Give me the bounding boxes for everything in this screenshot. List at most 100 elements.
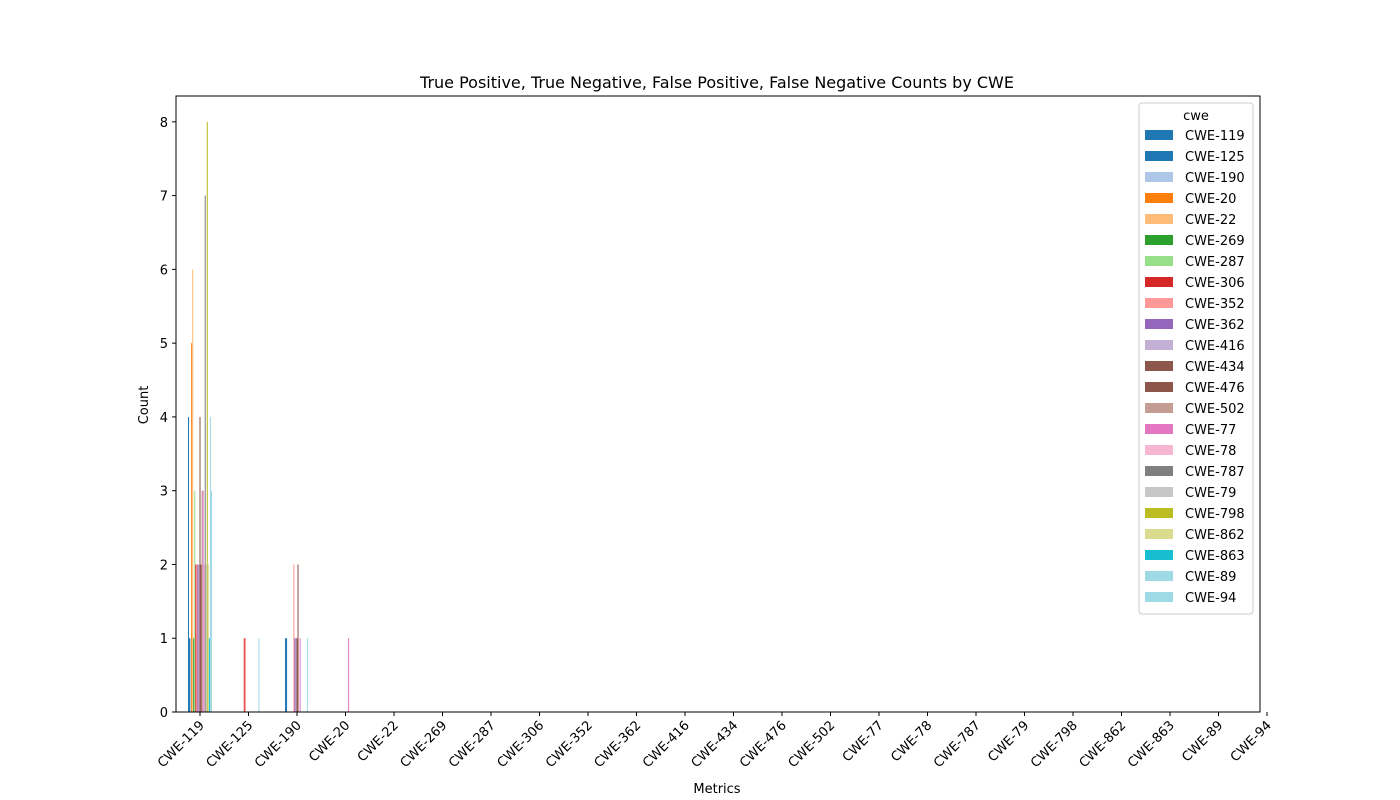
bar [193,638,195,712]
x-tick-label: CWE-502 [786,718,839,771]
chart-title: True Positive, True Negative, False Posi… [419,73,1014,92]
bar [299,638,301,712]
x-tick-label: CWE-190 [252,718,305,771]
bar [198,564,200,712]
x-tick-label: CWE-863 [1125,718,1178,771]
x-tick-label: CWE-94 [1228,718,1275,765]
legend-swatch [1145,319,1173,329]
bar [205,564,207,712]
bar [210,490,212,712]
legend-swatch [1145,193,1173,203]
legend-label: CWE-287 [1185,255,1245,270]
legend-swatch [1145,550,1173,560]
legend-swatch [1145,424,1173,434]
legend-label: CWE-362 [1185,318,1245,333]
bars-group [188,121,350,713]
bar [208,638,210,712]
y-tick-label: 2 [160,558,168,573]
legend-label: CWE-306 [1185,276,1245,291]
bar [258,638,260,712]
y-tick-label: 6 [160,263,168,278]
bar [348,638,350,712]
bar [192,269,194,712]
x-tick-label: CWE-416 [640,718,693,771]
bar [243,638,245,712]
bar [189,638,191,712]
bar [294,638,296,712]
x-tick-label: CWE-20 [306,718,353,765]
bar [197,564,199,712]
bar [209,416,211,712]
legend-label: CWE-22 [1185,213,1236,228]
legend-label: CWE-434 [1185,360,1245,375]
legend-swatch [1145,592,1173,602]
legend-label: CWE-94 [1185,591,1236,606]
plot-frame [175,95,1261,713]
legend-label: CWE-119 [1185,129,1245,144]
legend-swatch [1145,529,1173,539]
legend-swatch [1145,571,1173,581]
legend-swatch [1145,214,1173,224]
y-tick-label: 7 [160,190,168,205]
legend-label: CWE-125 [1185,150,1245,165]
legend-swatch [1145,466,1173,476]
legend-label: CWE-476 [1185,381,1245,396]
legend-frame [1138,102,1254,615]
legend-swatch [1145,235,1173,245]
x-tick-label: CWE-22 [355,718,402,765]
legend-swatch [1145,151,1173,161]
bar [200,564,202,712]
legend-swatch [1145,340,1173,350]
y-tick-label: 4 [160,411,168,426]
y-axis-label: Count [137,386,152,425]
bar [297,564,299,712]
y-tick-label: 1 [160,632,168,647]
x-tick-label: CWE-78 [888,718,935,765]
bar [201,490,203,712]
legend-swatch [1145,172,1173,182]
legend: cwe CWE-119 CWE-125 CWE-190 CWE-20 CWE-22 CWE-… [1138,102,1254,615]
y-tick-label: 0 [160,706,168,721]
bar [207,564,209,712]
legend-swatch [1145,277,1173,287]
x-tick-label: CWE-79 [985,718,1032,765]
legend-label: CWE-787 [1185,465,1245,480]
bar [244,638,246,712]
legend-label: CWE-20 [1185,192,1236,207]
legend-swatch [1145,487,1173,497]
y-tick-label: 5 [160,337,168,352]
x-tick-label: CWE-787 [931,718,984,771]
legend-label: CWE-863 [1185,549,1245,564]
legend-label: CWE-79 [1185,486,1236,501]
x-tick-label: CWE-89 [1179,718,1226,765]
x-axis-label: Metrics [693,782,740,797]
legend-swatch [1145,382,1173,392]
legend-title: cwe [1183,109,1209,124]
bar [306,638,308,712]
bar [191,343,193,712]
x-tick-label: CWE-119 [155,718,208,771]
bar [190,638,192,712]
x-tick-label: CWE-269 [398,718,451,771]
bar [295,638,297,712]
bar [286,638,288,712]
bar [285,638,287,712]
legend-swatch [1145,445,1173,455]
x-tick-label: CWE-287 [446,718,499,771]
x-tick-label: CWE-476 [737,718,790,771]
legend-label: CWE-78 [1185,444,1236,459]
legend-swatch [1145,130,1173,140]
x-tick-label: CWE-352 [543,718,596,771]
x-tick-label: CWE-306 [495,718,548,771]
bar [196,564,198,712]
x-tick-label: CWE-798 [1028,718,1081,771]
bar [203,564,205,712]
x-tick-label: CWE-125 [204,718,257,771]
legend-label: CWE-77 [1185,423,1236,438]
legend-label: CWE-502 [1185,402,1245,417]
legend-swatch [1145,298,1173,308]
legend-label: CWE-798 [1185,507,1245,522]
y-tick-label: 3 [160,485,168,500]
x-tick-label: CWE-434 [689,718,742,771]
